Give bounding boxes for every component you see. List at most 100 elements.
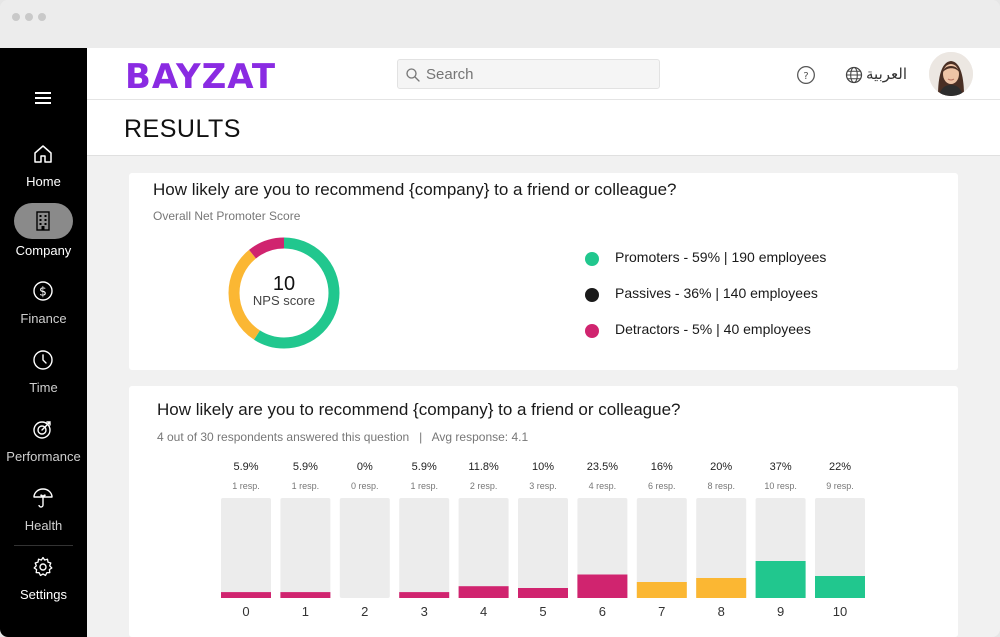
bar-percent-label: 23.5% xyxy=(587,461,618,473)
avatar-portrait-icon xyxy=(929,52,973,96)
sidebar-item-company[interactable]: Company xyxy=(0,203,87,271)
brand-logo[interactable]: BAYZAT xyxy=(125,57,277,97)
bar-response-count-label: 0 resp. xyxy=(351,481,379,491)
x-tick-label: 0 xyxy=(242,604,249,619)
bar-percent-label: 0% xyxy=(357,461,373,473)
sidebar-item-label: Time xyxy=(29,380,58,395)
bar-score-1[interactable] xyxy=(280,592,331,598)
search-icon xyxy=(406,68,420,82)
bar-score-3[interactable] xyxy=(399,592,450,598)
svg-text:$: $ xyxy=(39,285,47,299)
bar-response-count-label: 4 resp. xyxy=(589,481,617,491)
bar-percent-label: 5.9% xyxy=(412,461,437,473)
bar-response-count-label: 9 resp. xyxy=(826,481,854,491)
page-title: RESULTS xyxy=(124,115,241,143)
sidebar-item-settings[interactable]: Settings xyxy=(0,555,87,615)
sidebar: Home Company $ Finance xyxy=(0,48,87,637)
top-header: BAYZAT ? العربية xyxy=(87,48,1000,100)
bar-track xyxy=(636,498,687,598)
legend-color-dot xyxy=(585,252,599,266)
bar-response-count-label: 3 resp. xyxy=(529,481,557,491)
sidebar-active-pill xyxy=(14,203,73,239)
bar-score-4[interactable] xyxy=(458,586,509,598)
x-tick-label: 8 xyxy=(718,604,725,619)
x-tick-label: 5 xyxy=(539,604,546,619)
score-distribution-card: How likely are you to recommend {company… xyxy=(129,386,958,637)
x-tick-label: 4 xyxy=(480,604,487,619)
x-tick-label: 7 xyxy=(658,604,665,619)
bar-response-count-label: 1 resp. xyxy=(232,481,260,491)
help-icon[interactable]: ? xyxy=(796,65,816,85)
bar-response-count-label: 1 resp. xyxy=(292,481,320,491)
bar-response-count-label: 10 resp. xyxy=(764,481,797,491)
globe-icon xyxy=(845,66,863,84)
bar-response-count-label: 6 resp. xyxy=(648,481,676,491)
nps-subtitle: Overall Net Promoter Score xyxy=(153,209,301,223)
bar-score-6[interactable] xyxy=(577,574,628,599)
sidebar-item-performance[interactable]: Performance xyxy=(0,417,87,477)
bar-score-0[interactable] xyxy=(221,592,271,598)
hamburger-menu-icon[interactable] xyxy=(35,92,51,104)
x-tick-label: 3 xyxy=(421,604,428,619)
sidebar-item-health[interactable]: Health xyxy=(0,486,87,546)
target-icon xyxy=(33,421,51,439)
bar-percent-label: 5.9% xyxy=(233,461,258,473)
bar-percent-label: 22% xyxy=(829,461,851,473)
legend-label: Detractors - 5% | 40 employees xyxy=(615,321,811,337)
donut-segment-passives xyxy=(228,237,340,349)
bar-percent-label: 20% xyxy=(710,461,732,473)
dollar-icon: $ xyxy=(33,281,53,301)
x-tick-label: 9 xyxy=(777,604,784,619)
bar-track xyxy=(577,498,628,598)
bar-percent-label: 16% xyxy=(651,461,673,473)
home-icon xyxy=(34,145,52,163)
window-dot-minimize[interactable] xyxy=(25,13,33,21)
legend-label: Promoters - 59% | 190 employees xyxy=(615,249,827,265)
sidebar-item-finance[interactable]: $ Finance xyxy=(0,279,87,339)
score-distribution-bar-chart: 5.9%1 resp.05.9%1 resp.10%0 resp.25.9%1 … xyxy=(221,461,865,619)
window-dot-close[interactable] xyxy=(12,13,20,21)
bar-percent-label: 37% xyxy=(770,461,792,473)
sidebar-item-label: Finance xyxy=(20,311,67,326)
language-label: العربية xyxy=(866,65,907,83)
bar-track xyxy=(815,498,865,598)
bar-response-count-label: 1 resp. xyxy=(410,481,438,491)
bar-percent-label: 10% xyxy=(532,461,554,473)
legend-label: Passives - 36% | 140 employees xyxy=(615,285,818,301)
bar-score-5[interactable] xyxy=(518,588,568,598)
nps-score-value: 10 xyxy=(273,273,295,295)
respondents-summary: 4 out of 30 respondents answered this qu… xyxy=(157,430,529,444)
sidebar-item-home[interactable]: Home xyxy=(0,142,87,202)
window-dot-maximize[interactable] xyxy=(38,13,46,21)
building-icon xyxy=(36,211,50,231)
gear-icon xyxy=(33,556,53,577)
x-tick-label: 6 xyxy=(599,604,606,619)
bar-track xyxy=(339,498,390,598)
user-avatar[interactable] xyxy=(929,52,973,96)
bar-score-8[interactable] xyxy=(696,578,747,598)
bar-score-9[interactable] xyxy=(755,561,806,598)
question-title: How likely are you to recommend {company… xyxy=(153,180,677,199)
nps-donut-chart: 10 NPS score xyxy=(228,237,340,349)
x-tick-label: 10 xyxy=(833,604,847,619)
sidebar-item-label: Company xyxy=(15,243,72,258)
bar-percent-label: 5.9% xyxy=(293,461,318,473)
search-box[interactable] xyxy=(397,59,660,89)
svg-text:?: ? xyxy=(803,71,808,82)
x-tick-label: 2 xyxy=(361,604,368,619)
nps-score-label: NPS score xyxy=(253,293,315,308)
bar-score-7[interactable] xyxy=(636,582,687,598)
x-tick-label: 1 xyxy=(302,604,309,619)
bar-score-10[interactable] xyxy=(815,576,865,598)
donut-segment-detractors xyxy=(228,237,340,349)
sidebar-item-time[interactable]: Time xyxy=(0,348,87,408)
sidebar-item-label: Settings xyxy=(20,587,67,602)
search-input[interactable] xyxy=(426,64,646,84)
sidebar-item-label: Home xyxy=(26,174,61,189)
bar-track xyxy=(221,498,271,598)
window-titlebar xyxy=(0,0,1000,48)
sidebar-item-label: Health xyxy=(24,518,63,533)
sidebar-divider xyxy=(14,545,73,546)
question-title: How likely are you to recommend {company… xyxy=(157,400,681,419)
